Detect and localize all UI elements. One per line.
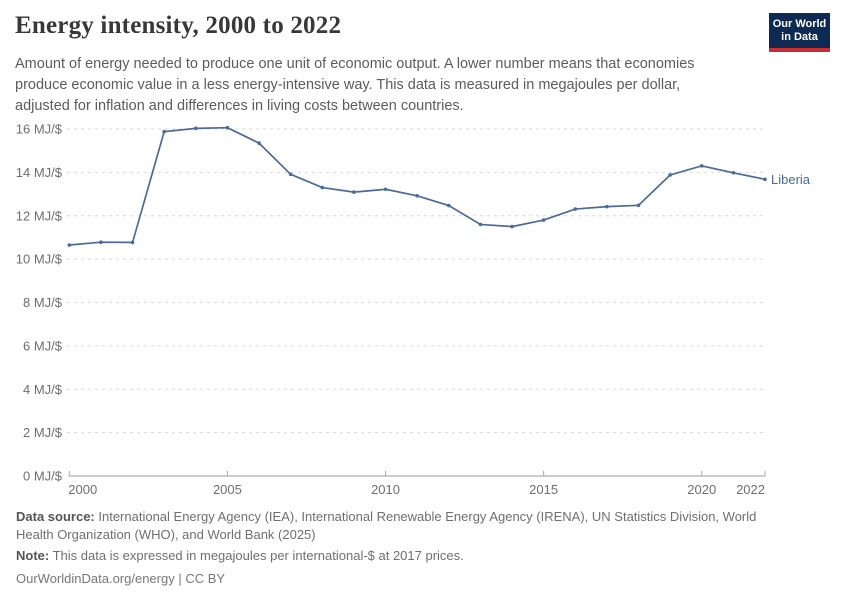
x-tick-label: 2010 [371, 482, 400, 497]
data-source-line: Data source: International Energy Agency… [16, 508, 784, 543]
note-text: This data is expressed in megajoules per… [49, 548, 464, 563]
y-tick-label: 4 MJ/$ [23, 382, 63, 397]
data-point [257, 141, 261, 145]
owid-logo-line1: Our World [772, 18, 827, 30]
data-point [67, 243, 72, 247]
x-tick-label: 2000 [68, 482, 97, 497]
data-point [731, 171, 736, 175]
data-point [573, 207, 578, 211]
data-point [636, 203, 641, 208]
subtitle-line: Amount of energy needed to produce one u… [15, 56, 695, 72]
chart-subtitle: Amount of energy needed to produce one u… [15, 54, 695, 117]
note-label: Note: [16, 548, 50, 563]
data-point [225, 125, 230, 130]
note-line: Note: This data is expressed in megajoul… [16, 547, 784, 565]
data-point [668, 173, 672, 177]
data-point [352, 190, 356, 194]
data-source-text: International Energy Agency (IEA), Inter… [16, 509, 757, 542]
data-point [383, 187, 388, 192]
subtitle-line: produce economic value in a less energy-… [15, 77, 681, 93]
y-tick-label: 2 MJ/$ [23, 425, 63, 440]
y-tick-label: 14 MJ/$ [16, 165, 63, 180]
data-point [446, 203, 451, 208]
line-chart: 0 MJ/$ 2 MJ/$ 4 MJ/$ 6 MJ/$ 8 MJ/$ 10 MJ/$ 12 … [0, 110, 850, 502]
data-point [320, 185, 325, 190]
data-point [99, 240, 103, 245]
x-tick-label: 2022 [736, 482, 765, 497]
data-point [478, 222, 483, 227]
series-label-liberia: Liberia [771, 172, 811, 187]
y-tick-label: 8 MJ/$ [23, 295, 63, 310]
license-line[interactable]: OurWorldinData.org/energy | CC BY [16, 570, 226, 586]
data-point [605, 204, 609, 209]
owid-logo: Our World in Data [769, 13, 830, 52]
y-tick-label: 12 MJ/$ [16, 208, 63, 223]
subtitle-line: adjusted for inflation and differences i… [15, 98, 464, 114]
x-tick-label: 2005 [213, 482, 242, 497]
y-tick-label: 6 MJ/$ [23, 338, 63, 353]
chart-footer: Data source: International Energy Agency… [16, 508, 784, 587]
data-point [763, 177, 767, 182]
data-point [510, 224, 514, 229]
x-tick-label: 2020 [687, 482, 716, 497]
data-point [288, 172, 293, 177]
data-point [162, 129, 166, 134]
y-tick-label: 16 MJ/$ [16, 122, 63, 137]
data-source-label: Data source: [16, 509, 95, 524]
owid-logo-line2: in Data [781, 30, 818, 43]
data-point [193, 126, 198, 131]
y-tick-label: 0 MJ/$ [23, 469, 63, 484]
liberia-line [69, 126, 766, 246]
data-point [415, 193, 419, 198]
page-title: Energy intensity, 2000 to 2022 [15, 12, 342, 39]
y-tick-label: 10 MJ/$ [16, 252, 63, 267]
x-tick-label: 2015 [529, 482, 558, 497]
line-chart-svg: 0 MJ/$ 2 MJ/$ 4 MJ/$ 6 MJ/$ 8 MJ/$ 10 MJ/$ 12 … [16, 122, 811, 498]
data-point [130, 240, 135, 245]
data-point [699, 164, 704, 168]
data-point [541, 218, 546, 222]
